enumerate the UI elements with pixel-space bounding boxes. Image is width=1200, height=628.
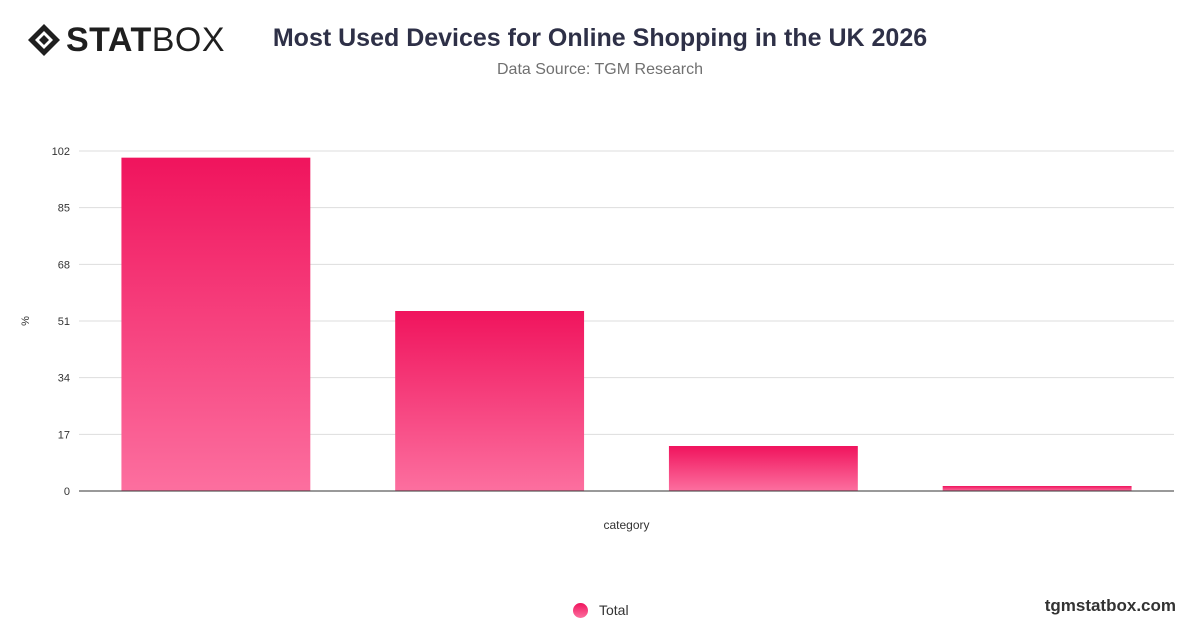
y-tick-label: 102 [52,146,70,158]
statbox-logo: STATBOX [26,22,225,58]
y-tick-label: 68 [58,259,70,271]
bar[interactable] [668,446,858,491]
chart-subtitle: Data Source: TGM Research [496,61,703,78]
legend-swatch [573,602,588,618]
bar[interactable] [942,486,1132,491]
logo-wordmark: STATBOX [66,22,225,58]
y-axis-label: % [20,316,32,326]
chart-title: Most Used Devices for Online Shopping in… [272,24,928,52]
y-tick-label: 0 [64,486,70,498]
bar[interactable] [395,311,585,491]
legend-label-total: Total [599,602,629,618]
y-tick-label: 51 [58,316,70,328]
y-tick-label: 34 [58,373,70,385]
y-tick-label: 85 [58,203,70,215]
bar[interactable] [121,157,311,491]
watermark: tgmstatbox.com [1044,596,1176,615]
y-tick-label: 17 [58,429,70,441]
statbox-diamond-icon [28,24,60,56]
logo-wordmark-light: BOX [151,21,226,59]
x-axis-label: category [603,518,649,532]
legend[interactable]: Total [573,602,629,618]
logo-wordmark-bold: STAT [66,21,152,59]
